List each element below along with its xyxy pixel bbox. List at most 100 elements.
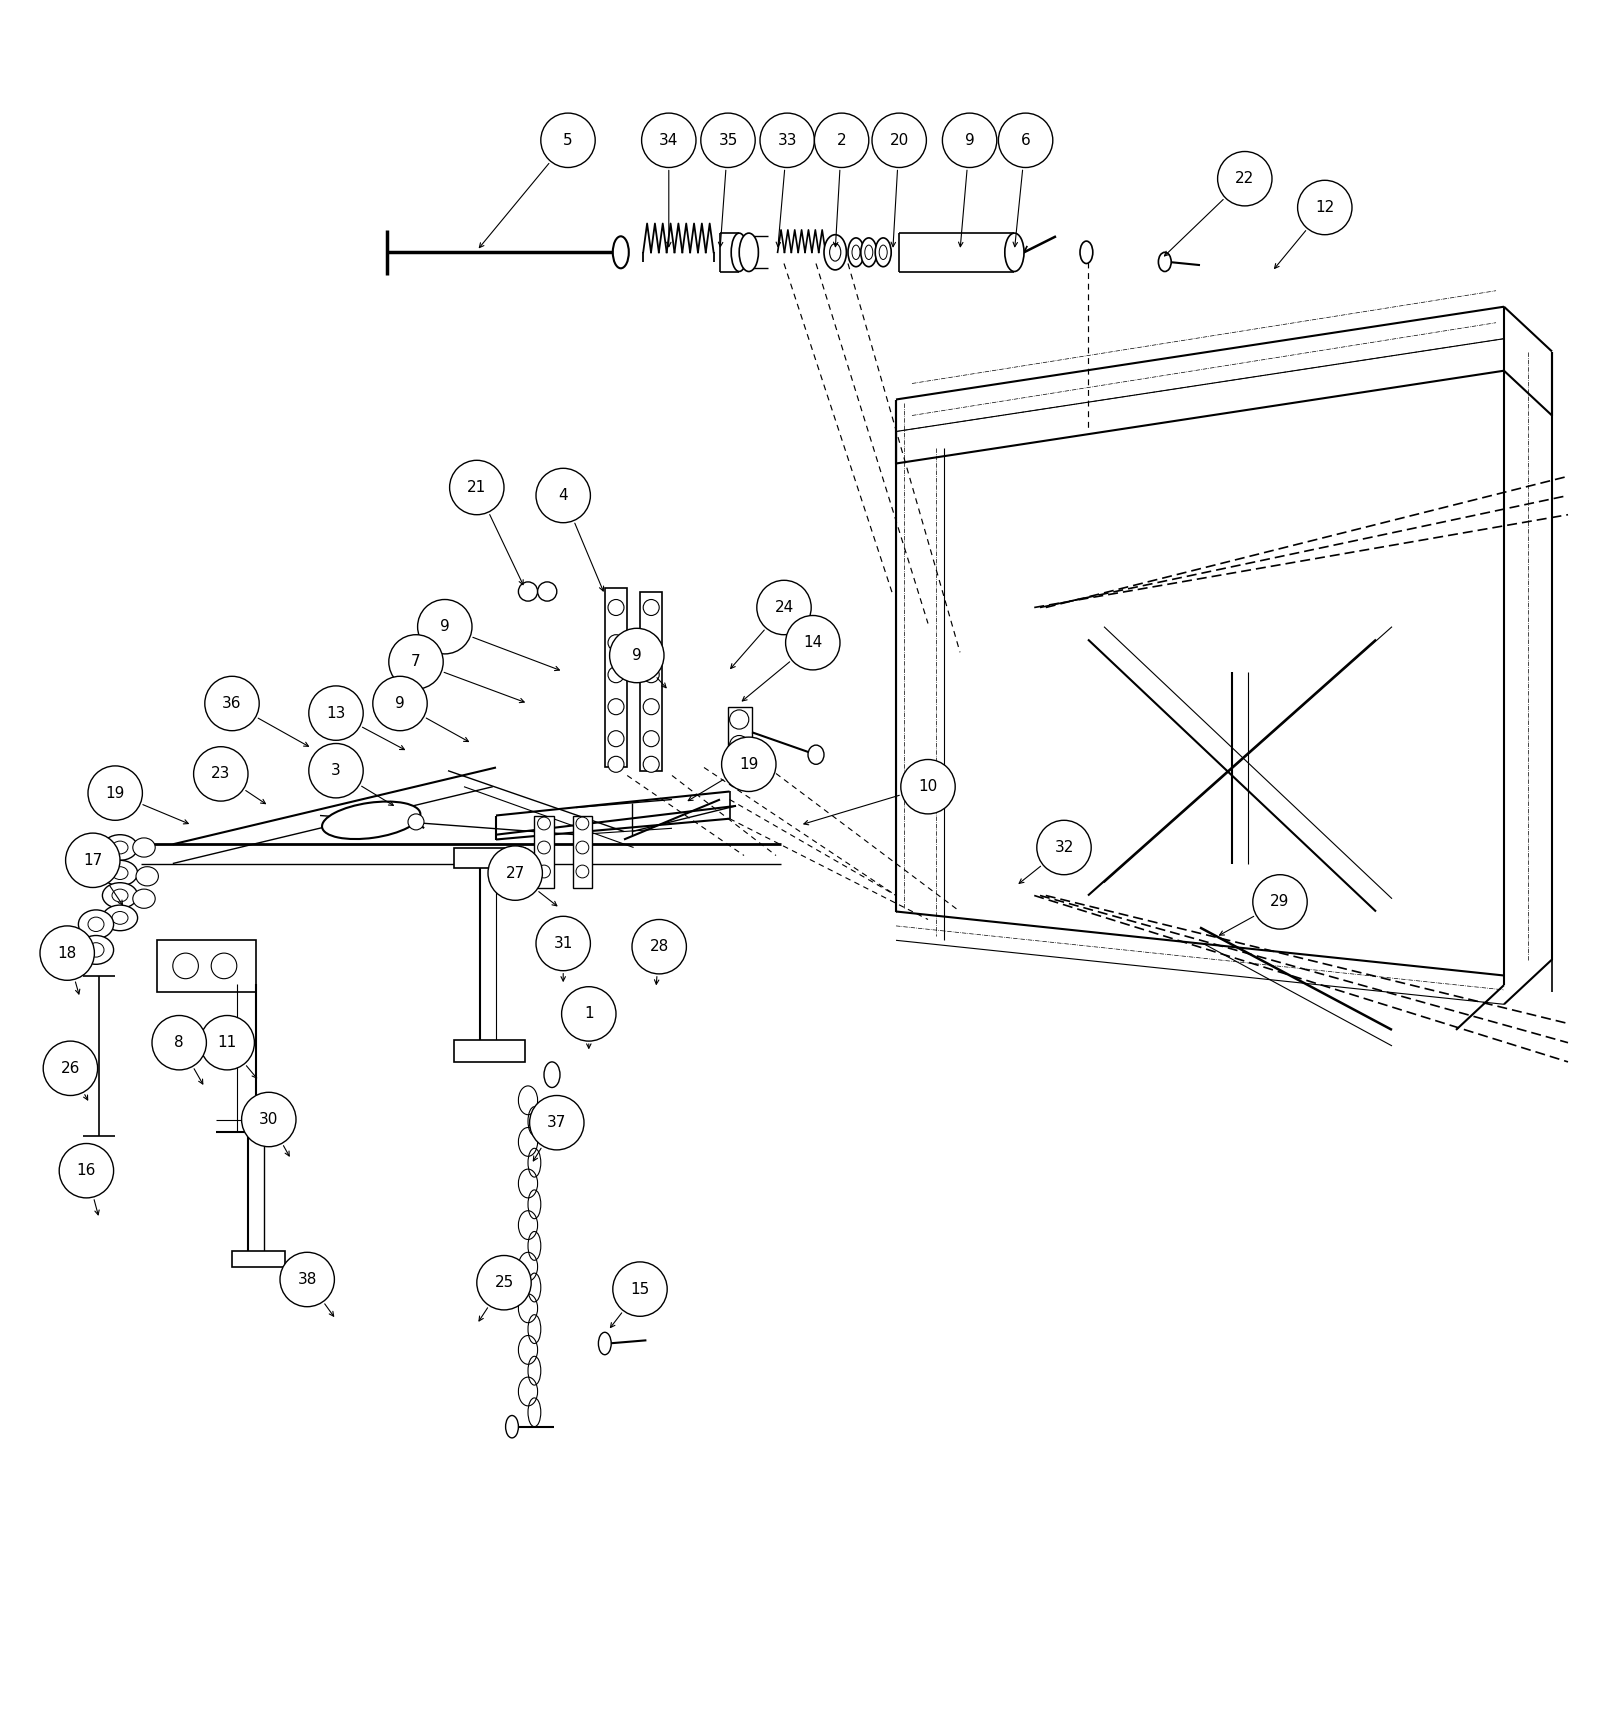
Text: 14: 14	[803, 636, 822, 649]
Text: 1: 1	[584, 1007, 594, 1021]
Ellipse shape	[731, 233, 747, 271]
Circle shape	[576, 841, 589, 853]
Text: 21: 21	[467, 480, 486, 496]
Circle shape	[942, 112, 997, 168]
Ellipse shape	[861, 238, 877, 266]
Ellipse shape	[102, 882, 138, 908]
Circle shape	[280, 1252, 334, 1307]
Text: 37: 37	[547, 1116, 566, 1129]
Text: 35: 35	[718, 133, 738, 149]
Text: 22: 22	[1235, 171, 1254, 187]
Text: 7: 7	[411, 655, 421, 670]
Circle shape	[152, 1015, 206, 1071]
Circle shape	[613, 1262, 667, 1316]
Ellipse shape	[598, 1332, 611, 1354]
Circle shape	[88, 765, 142, 820]
Circle shape	[536, 917, 590, 971]
Circle shape	[43, 1041, 98, 1095]
Text: 33: 33	[778, 133, 797, 149]
Ellipse shape	[544, 1062, 560, 1088]
Circle shape	[608, 756, 624, 772]
Circle shape	[389, 636, 443, 689]
Circle shape	[1253, 874, 1307, 929]
Circle shape	[643, 636, 659, 651]
Circle shape	[309, 686, 363, 741]
Polygon shape	[640, 592, 662, 770]
Circle shape	[1037, 820, 1091, 874]
Ellipse shape	[112, 912, 128, 924]
Text: 20: 20	[890, 133, 909, 149]
Circle shape	[610, 629, 664, 682]
Circle shape	[173, 953, 198, 979]
Circle shape	[722, 737, 776, 791]
Circle shape	[205, 677, 259, 731]
Ellipse shape	[1158, 252, 1171, 271]
Circle shape	[530, 1095, 584, 1150]
Text: 28: 28	[650, 939, 669, 955]
Circle shape	[242, 1091, 296, 1147]
Text: 16: 16	[77, 1164, 96, 1178]
Polygon shape	[157, 939, 256, 991]
Ellipse shape	[613, 237, 629, 268]
Ellipse shape	[880, 245, 886, 259]
Ellipse shape	[102, 834, 138, 860]
Circle shape	[418, 599, 472, 655]
Circle shape	[608, 731, 624, 746]
Circle shape	[211, 953, 237, 979]
Circle shape	[450, 461, 504, 515]
Circle shape	[309, 744, 363, 798]
Text: 18: 18	[58, 946, 77, 960]
Text: 3: 3	[331, 763, 341, 779]
Ellipse shape	[875, 238, 891, 266]
Polygon shape	[605, 589, 627, 767]
Circle shape	[541, 112, 595, 168]
Ellipse shape	[88, 943, 104, 957]
Circle shape	[608, 636, 624, 651]
Circle shape	[194, 746, 248, 801]
Ellipse shape	[102, 905, 138, 931]
Text: 9: 9	[440, 620, 450, 634]
Circle shape	[576, 817, 589, 831]
Ellipse shape	[739, 233, 758, 271]
Ellipse shape	[1005, 233, 1024, 271]
Circle shape	[562, 986, 616, 1041]
Text: 23: 23	[211, 767, 230, 781]
Polygon shape	[573, 815, 592, 888]
Polygon shape	[534, 815, 554, 888]
Circle shape	[1298, 180, 1352, 235]
Text: 13: 13	[326, 706, 346, 720]
Polygon shape	[454, 848, 525, 869]
Circle shape	[373, 677, 427, 731]
Circle shape	[538, 841, 550, 853]
Text: 8: 8	[174, 1034, 184, 1050]
Text: 26: 26	[61, 1060, 80, 1076]
Circle shape	[477, 1256, 531, 1309]
Circle shape	[786, 615, 840, 670]
Circle shape	[814, 112, 869, 168]
Circle shape	[518, 582, 538, 601]
Text: 15: 15	[630, 1281, 650, 1297]
Text: 17: 17	[83, 853, 102, 867]
Ellipse shape	[866, 245, 874, 259]
Polygon shape	[728, 706, 752, 758]
Ellipse shape	[136, 867, 158, 886]
Circle shape	[488, 846, 542, 900]
Circle shape	[538, 817, 550, 831]
Text: 19: 19	[106, 786, 125, 801]
Ellipse shape	[1080, 242, 1093, 264]
Ellipse shape	[830, 244, 842, 261]
Circle shape	[872, 112, 926, 168]
Text: 11: 11	[218, 1034, 237, 1050]
Circle shape	[59, 1143, 114, 1199]
Ellipse shape	[112, 841, 128, 853]
Text: 5: 5	[563, 133, 573, 149]
Circle shape	[760, 112, 814, 168]
Circle shape	[538, 865, 550, 877]
Ellipse shape	[824, 235, 846, 269]
Circle shape	[608, 667, 624, 682]
Text: 9: 9	[965, 133, 974, 149]
Circle shape	[643, 699, 659, 715]
Ellipse shape	[133, 838, 155, 857]
Text: 34: 34	[659, 133, 678, 149]
Text: 24: 24	[774, 599, 794, 615]
